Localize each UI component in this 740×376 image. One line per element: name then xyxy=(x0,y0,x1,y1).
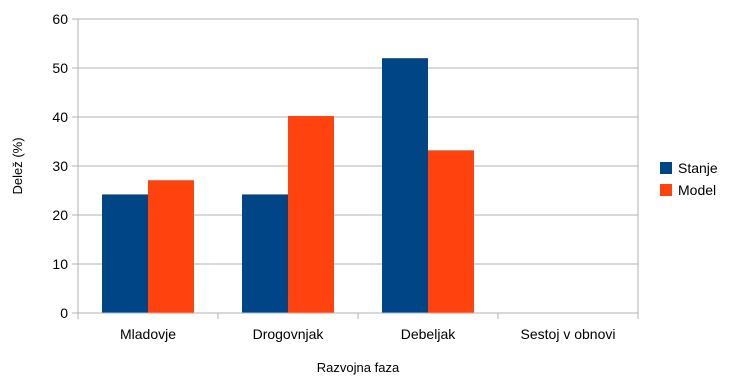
axes xyxy=(72,18,639,319)
y-tick-label-40: 40 xyxy=(52,109,68,125)
bar-stanje-0 xyxy=(102,194,148,313)
y-tick-label-0: 0 xyxy=(60,305,68,321)
bar-model-1 xyxy=(288,116,334,314)
legend-label-stanje: Stanje xyxy=(678,160,718,176)
x-axis-title: Razvojna faza xyxy=(317,360,400,375)
tick-labels: 0 10 20 30 40 50 60 Mladovje Drogovnjak Debeljak S… xyxy=(52,11,615,342)
bar-model-0 xyxy=(148,180,194,313)
legend-label-model: Model xyxy=(678,182,716,198)
x-tick-label-1: Drogovnjak xyxy=(253,326,325,342)
x-tick-label-3: Sestoj v obnovi xyxy=(521,326,616,342)
y-tick-label-30: 30 xyxy=(52,158,68,174)
y-axis-title: Delež (%) xyxy=(10,137,25,194)
y-tick-label-10: 10 xyxy=(52,256,68,272)
legend-swatch-model xyxy=(660,184,672,196)
bar-model-2 xyxy=(428,150,474,313)
legend-swatch-stanje xyxy=(660,162,672,174)
y-tick-label-60: 60 xyxy=(52,11,68,27)
y-tick-label-20: 20 xyxy=(52,207,68,223)
x-tick-label-2: Debeljak xyxy=(401,326,456,342)
y-tick-label-50: 50 xyxy=(52,60,68,76)
bar-stanje-2 xyxy=(382,58,428,314)
bar-stanje-1 xyxy=(242,194,288,313)
x-tick-label-0: Mladovje xyxy=(120,326,176,342)
bars xyxy=(102,58,474,314)
legend: Stanje Model xyxy=(660,160,718,198)
